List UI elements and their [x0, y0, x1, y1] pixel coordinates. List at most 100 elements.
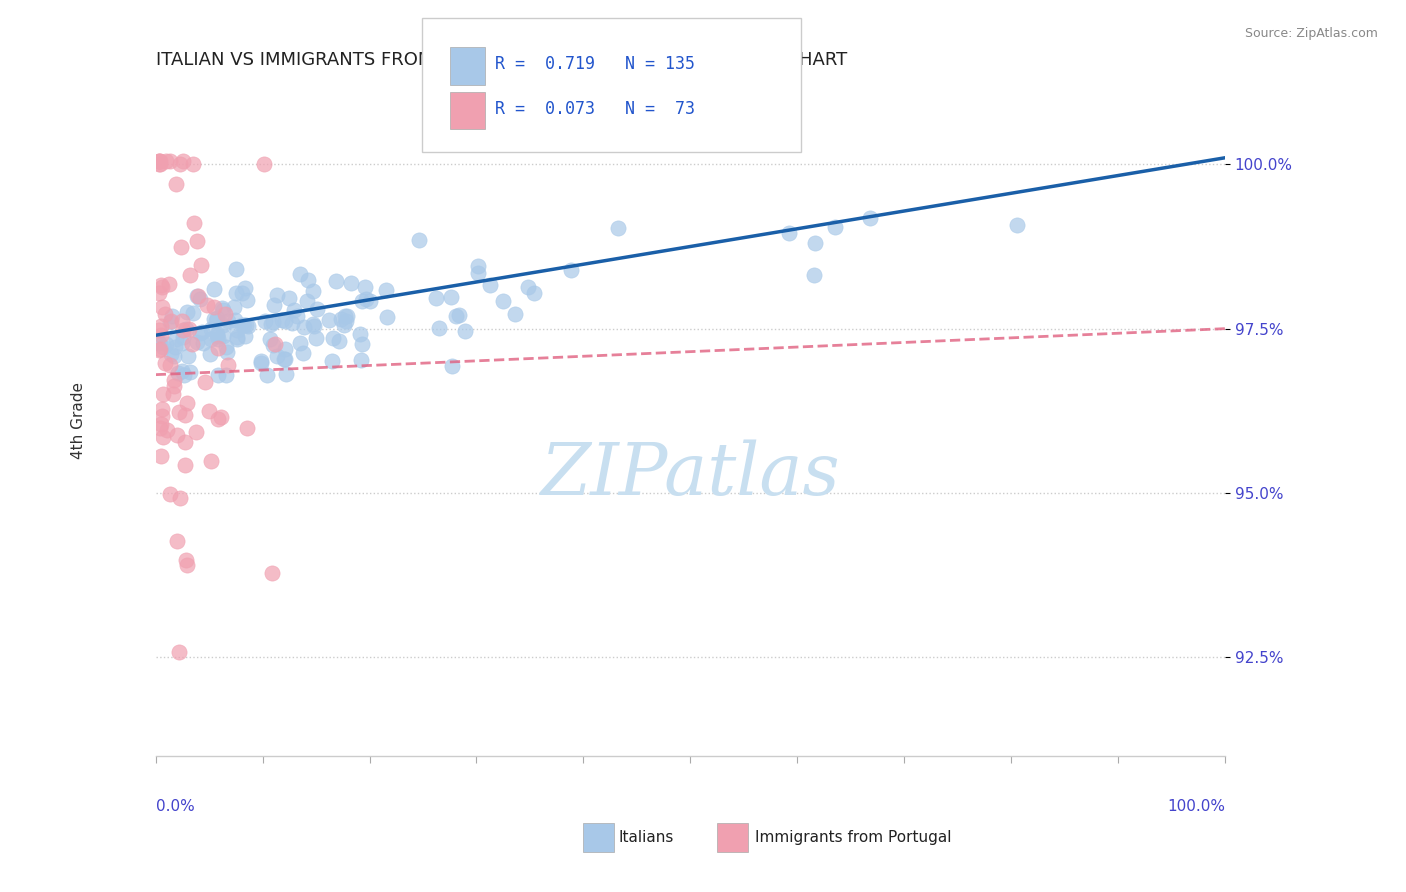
Point [149, 154, 172, 169]
Point [467, 259, 489, 273]
Point [322, 331, 344, 345]
Point [198, 347, 221, 361]
Point [148, 285, 170, 300]
Point [150, 280, 173, 294]
Point [153, 307, 176, 321]
Point [225, 262, 247, 277]
Point [177, 321, 200, 335]
Point [214, 307, 236, 321]
Point [165, 178, 187, 192]
Point [301, 317, 323, 331]
Point [560, 263, 582, 277]
Point [349, 326, 371, 341]
Point [225, 286, 247, 301]
Text: 100.0%: 100.0% [1167, 798, 1225, 814]
Point [181, 337, 204, 351]
Point [212, 329, 235, 343]
Point [170, 240, 193, 254]
Point [150, 409, 173, 423]
Point [291, 345, 314, 359]
Point [321, 353, 343, 368]
Point [266, 349, 288, 363]
Point [283, 303, 305, 318]
Point [503, 307, 526, 321]
Point [160, 314, 183, 328]
Point [148, 154, 170, 169]
Point [172, 323, 194, 337]
Point [427, 321, 450, 335]
Point [170, 314, 193, 328]
Point [177, 349, 200, 363]
Point [193, 336, 215, 351]
Point [440, 290, 463, 304]
Point [200, 454, 222, 468]
Point [159, 487, 181, 501]
Point [253, 157, 276, 171]
Point [149, 319, 172, 334]
Point [165, 340, 187, 354]
Point [335, 314, 357, 328]
Point [191, 326, 214, 340]
Point [173, 368, 195, 382]
Point [209, 409, 232, 424]
Point [231, 285, 253, 300]
Point [273, 352, 295, 367]
Point [290, 335, 312, 350]
Point [207, 368, 229, 382]
Point [207, 326, 229, 341]
Point [607, 221, 630, 235]
Point [160, 346, 183, 360]
Point [207, 341, 229, 355]
Point [183, 216, 205, 230]
Point [336, 309, 359, 323]
Point [281, 316, 304, 330]
Point [307, 301, 329, 316]
Point [236, 421, 259, 435]
Point [207, 332, 229, 346]
Point [149, 343, 172, 357]
Point [166, 428, 188, 442]
Point [172, 336, 194, 351]
Point [224, 312, 246, 326]
Point [250, 356, 273, 370]
Point [260, 566, 283, 580]
Point [190, 292, 212, 306]
Point [194, 375, 217, 389]
Point [166, 533, 188, 548]
Point [231, 318, 253, 333]
Point [222, 301, 245, 315]
Point [149, 157, 172, 171]
Point [233, 280, 256, 294]
Point [150, 402, 173, 417]
Point [263, 298, 285, 312]
Point [492, 293, 515, 308]
Point [824, 220, 846, 235]
Point [167, 645, 190, 659]
Point [354, 280, 377, 294]
Point [188, 326, 211, 340]
Point [233, 328, 256, 343]
Point [179, 268, 201, 283]
Point [148, 154, 170, 169]
Point [152, 386, 174, 401]
Point [172, 330, 194, 344]
Point [169, 491, 191, 505]
Point [478, 278, 501, 293]
Point [328, 334, 350, 348]
Point [295, 293, 318, 308]
Point [202, 282, 225, 296]
Point [149, 277, 172, 292]
Point [172, 154, 194, 169]
Point [517, 279, 540, 293]
Point [150, 300, 173, 314]
Point [174, 553, 197, 567]
Point [356, 293, 378, 307]
Point [176, 305, 198, 319]
Point [190, 258, 212, 272]
Point [425, 292, 447, 306]
Point [325, 274, 347, 288]
Point [176, 396, 198, 410]
Point [266, 288, 288, 302]
Point [149, 328, 172, 343]
Point [186, 234, 208, 248]
